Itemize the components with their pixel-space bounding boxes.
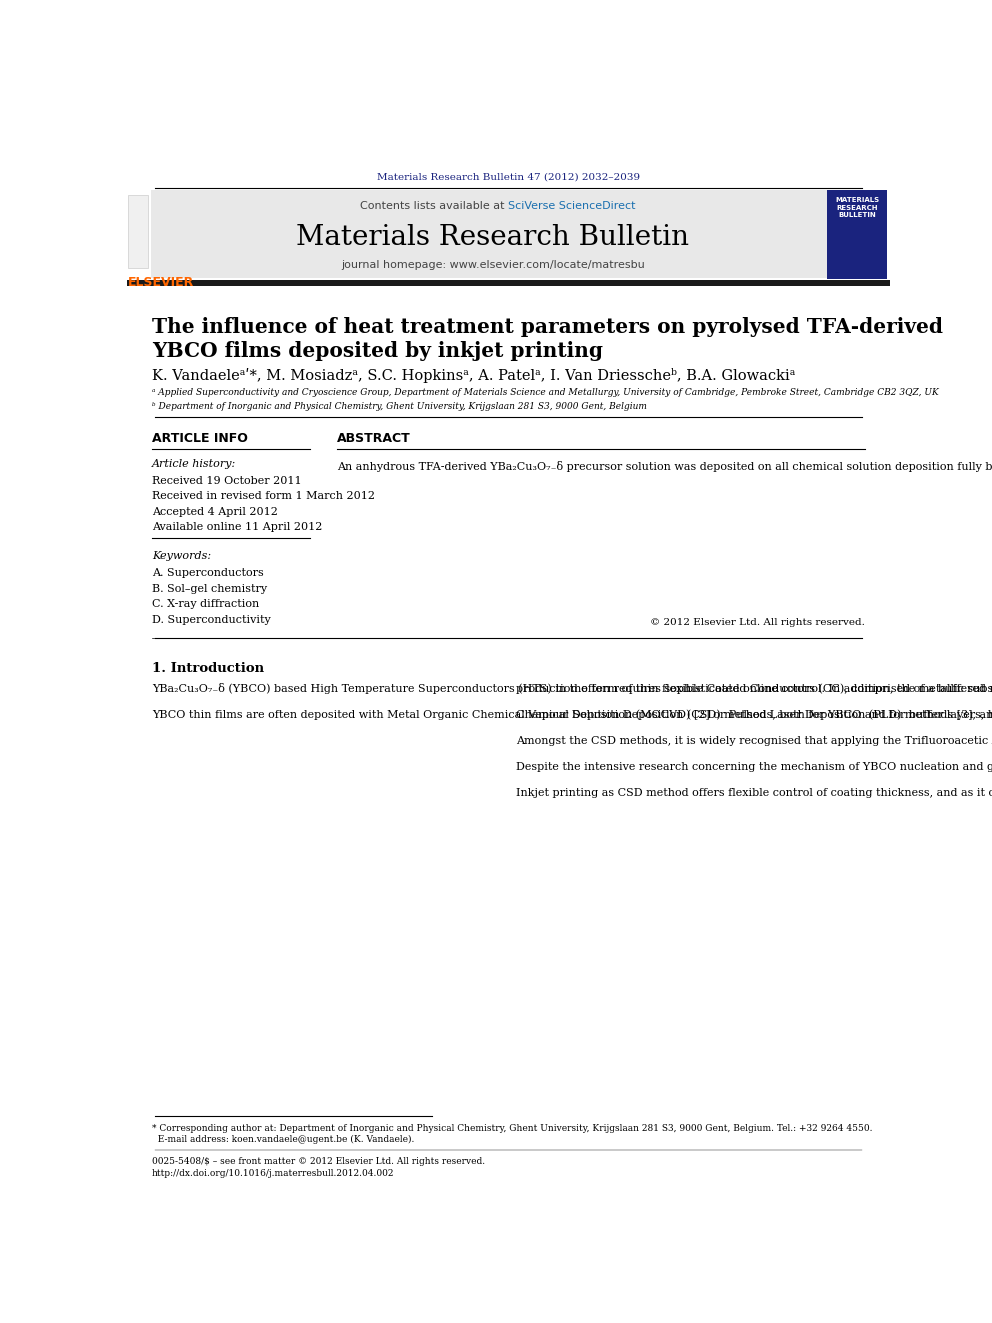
Text: A. Superconductors: A. Superconductors bbox=[152, 569, 264, 578]
Text: Available online 11 April 2012: Available online 11 April 2012 bbox=[152, 523, 322, 532]
Text: production often requires sophisticated online control. In addition, the metalli: production often requires sophisticated … bbox=[516, 683, 992, 798]
Text: K. Vandaeleᵃʹ*, M. Mosiadzᵃ, S.C. Hopkinsᵃ, A. Patelᵃ, I. Van Driesscheᵇ, B.A. G: K. Vandaeleᵃʹ*, M. Mosiadzᵃ, S.C. Hopkin… bbox=[152, 368, 796, 384]
Text: journal homepage: www.elsevier.com/locate/matresbu: journal homepage: www.elsevier.com/locat… bbox=[341, 261, 645, 270]
Text: * Corresponding author at: Department of Inorganic and Physical Chemistry, Ghent: * Corresponding author at: Department of… bbox=[152, 1123, 872, 1144]
Text: ARTICLE INFO: ARTICLE INFO bbox=[152, 433, 248, 445]
Text: Materials Research Bulletin 47 (2012) 2032–2039: Materials Research Bulletin 47 (2012) 20… bbox=[377, 172, 640, 181]
Text: ELSEVIER: ELSEVIER bbox=[128, 275, 194, 288]
Text: ᵇ Department of Inorganic and Physical Chemistry, Ghent University, Krijgslaan 2: ᵇ Department of Inorganic and Physical C… bbox=[152, 402, 647, 411]
Text: D. Superconductivity: D. Superconductivity bbox=[152, 615, 271, 624]
Bar bbox=[127, 189, 151, 280]
Text: SciVerse ScienceDirect: SciVerse ScienceDirect bbox=[509, 201, 636, 212]
Bar bbox=[151, 189, 864, 278]
Text: MATERIALS
RESEARCH
BULLETIN: MATERIALS RESEARCH BULLETIN bbox=[835, 197, 879, 218]
Text: B. Sol–gel chemistry: B. Sol–gel chemistry bbox=[152, 583, 267, 594]
Text: An anhydrous TFA-derived YBa₂Cu₃O₇₋δ precursor solution was deposited on all che: An anhydrous TFA-derived YBa₂Cu₃O₇₋δ pre… bbox=[337, 462, 992, 472]
Text: Received 19 October 2011: Received 19 October 2011 bbox=[152, 476, 302, 486]
Text: YBa₂Cu₃O₇₋δ (YBCO) based High Temperature Superconductors (HTS) in the form of t: YBa₂Cu₃O₇₋δ (YBCO) based High Temperatur… bbox=[152, 683, 992, 721]
Text: Keywords:: Keywords: bbox=[152, 552, 211, 561]
Text: Materials Research Bulletin: Materials Research Bulletin bbox=[297, 224, 689, 251]
Text: The influence of heat treatment parameters on pyrolysed TFA-derived
YBCO films d: The influence of heat treatment paramete… bbox=[152, 316, 943, 361]
Text: © 2012 Elsevier Ltd. All rights reserved.: © 2012 Elsevier Ltd. All rights reserved… bbox=[650, 618, 865, 627]
Text: Accepted 4 April 2012: Accepted 4 April 2012 bbox=[152, 507, 278, 517]
Bar bbox=[127, 279, 890, 286]
Text: Received in revised form 1 March 2012: Received in revised form 1 March 2012 bbox=[152, 491, 375, 501]
Text: Article history:: Article history: bbox=[152, 459, 236, 470]
Bar bbox=[827, 189, 888, 279]
Text: 1. Introduction: 1. Introduction bbox=[152, 662, 264, 675]
Text: 0025-5408/$ – see front matter © 2012 Elsevier Ltd. All rights reserved.
http://: 0025-5408/$ – see front matter © 2012 El… bbox=[152, 1158, 485, 1177]
Bar bbox=[128, 194, 148, 269]
Text: Contents lists available at: Contents lists available at bbox=[360, 201, 509, 212]
Text: C. X-ray diffraction: C. X-ray diffraction bbox=[152, 599, 259, 609]
Text: ABSTRACT: ABSTRACT bbox=[337, 433, 411, 445]
Text: ᵃ Applied Superconductivity and Cryoscience Group, Department of Materials Scien: ᵃ Applied Superconductivity and Cryoscie… bbox=[152, 388, 938, 397]
